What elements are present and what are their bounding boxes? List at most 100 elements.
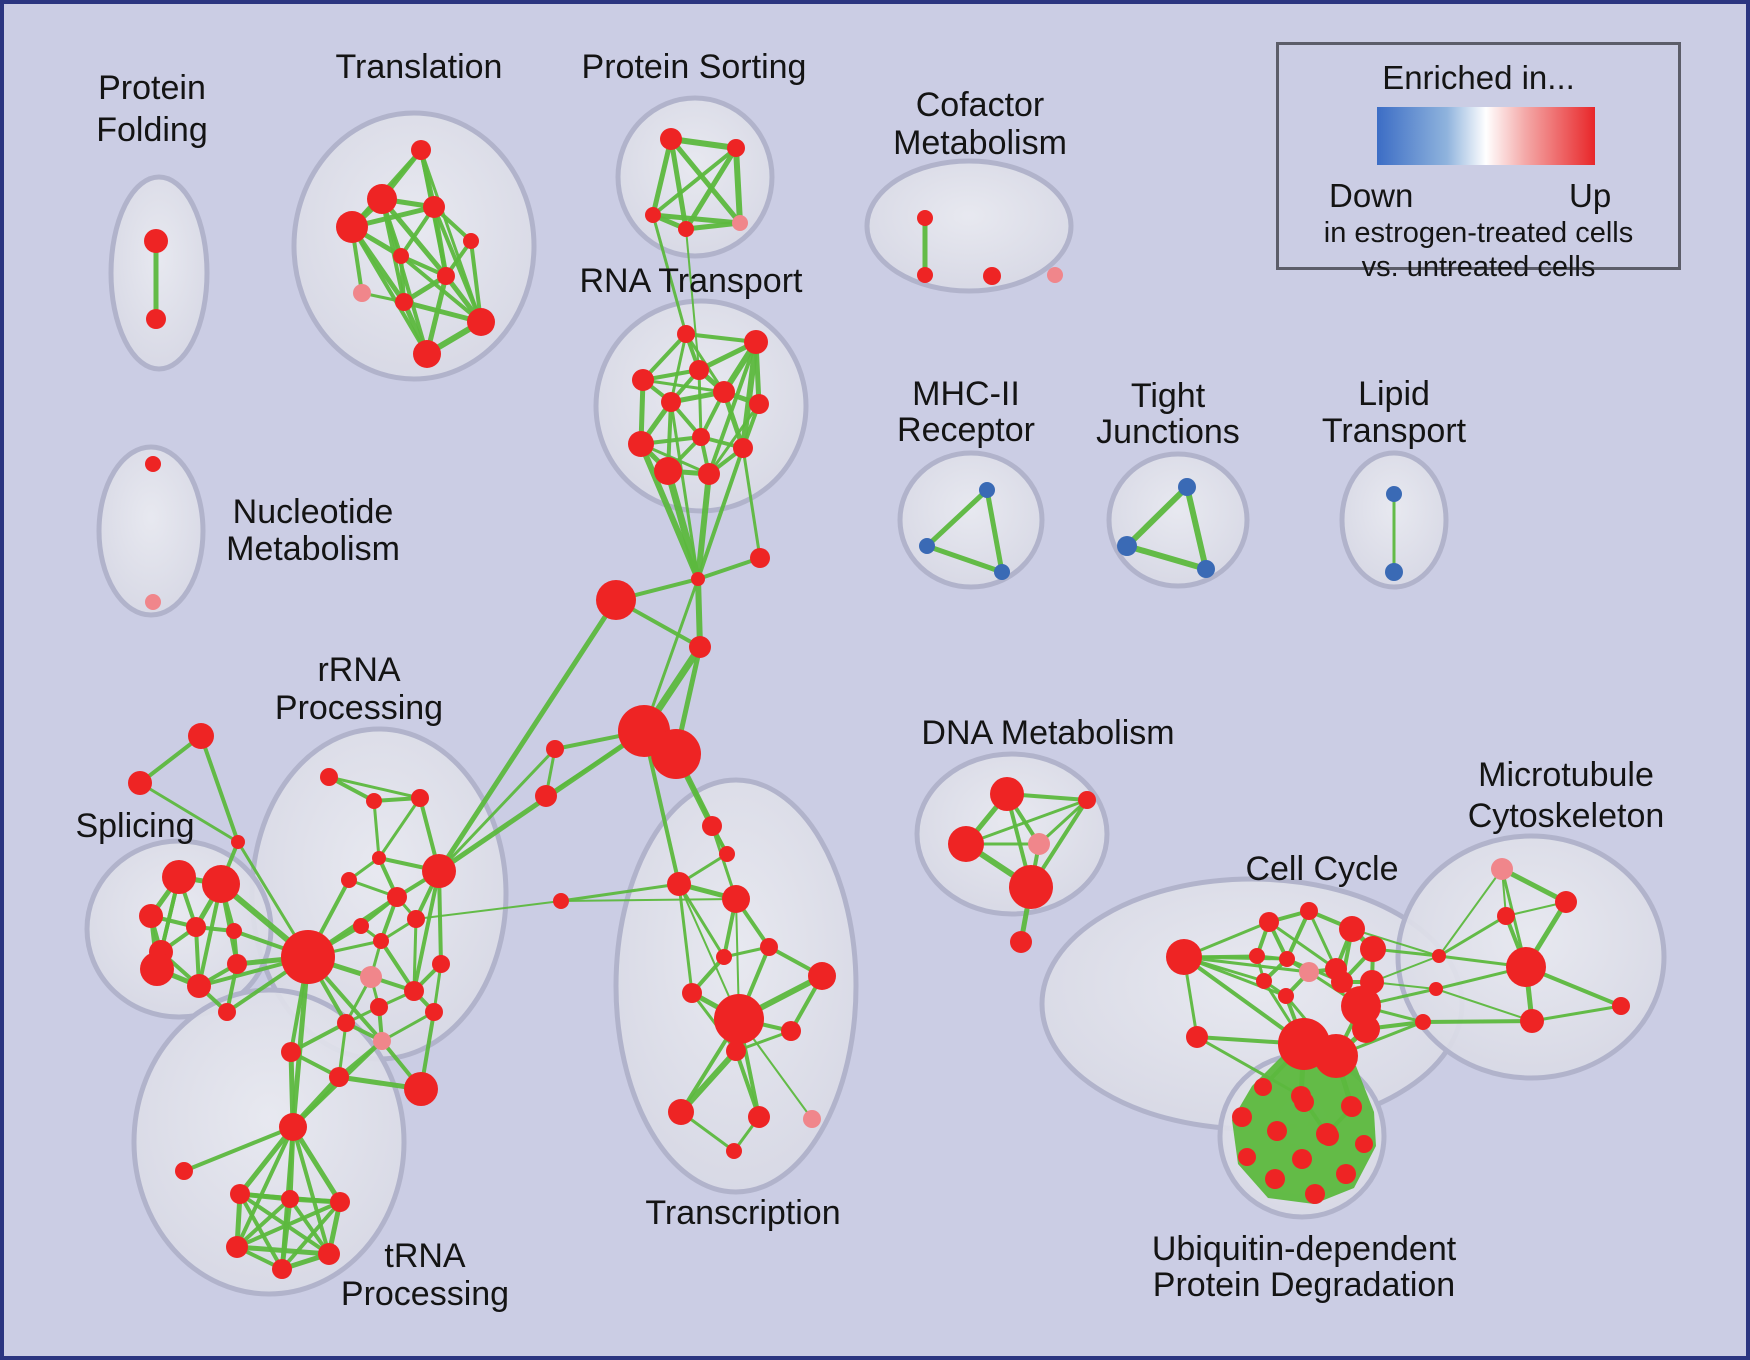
labels-layer: Protein Folding Translation Protein Sorting… [75,48,1664,1313]
edge-hub [696,556,762,581]
gene-set-node-nucleotide [145,594,161,610]
gene-set-node-rrna [353,918,369,934]
edge-splicing_ext [199,734,240,844]
gene-set-node-trna [279,1113,307,1141]
gene-set-node-ubiquitin [1265,1169,1285,1189]
gene-set-node-transcription [726,1041,746,1061]
gene-set-node-ubiquitin [1355,1135,1373,1153]
edge-rrna [377,796,422,860]
edge-protein_sorting [683,145,739,232]
gene-set-node-transcription [667,872,691,896]
cluster-label-mhc: MHC-II Receptor [897,375,1035,449]
edge-rrna [327,775,422,800]
gene-set-node-cofactor [917,210,933,226]
edge-mhc [924,487,990,549]
gene-set-node-trna [175,1162,193,1180]
gene-set-node-trna [230,1184,250,1204]
gene-set-node-tight [1117,536,1137,556]
legend-up-label: Up [1569,177,1612,214]
gene-set-node-splicing [139,904,163,928]
gene-set-node-rna_transport [698,463,720,485]
gene-set-node-cell_cycle [1415,1014,1431,1030]
cluster-label-ubiquitin: Ubiquitin-dependent Protein Degradation [1152,1230,1457,1304]
gene-set-node-splicing [140,952,174,986]
gene-set-node-splicing_ext [188,723,214,749]
gene-set-node-cell_cycle [1300,902,1318,920]
gene-set-node-rrna [407,910,425,928]
link-trna-rrna [290,954,311,1130]
legend-title: Enriched in... [1382,59,1575,96]
gene-set-node-protein_sorting [732,215,748,231]
edge-rna_transport [641,378,726,394]
link-cell_cycle-microtubule [1437,914,1508,958]
gene-set-node-translation [467,308,495,336]
gene-set-node-rrna [370,998,388,1016]
gene-set-node-trna [226,1236,248,1258]
gene-set-node-translation [353,284,371,302]
gene-set-node-rrna [281,930,335,984]
gene-set-node-ubiquitin [1232,1107,1252,1127]
gene-set-node-splicing_ext [128,771,152,795]
cluster-ellipse-protein_folding [108,174,210,372]
cluster-label-rrna: rRNA Processing [275,651,443,727]
gene-set-node-protein_folding [144,229,168,253]
cluster-label-trna: tRNA Processing [341,1237,509,1313]
gene-set-node-splicing [202,865,240,903]
link-rna_transport-hub [741,446,762,560]
gene-set-node-transcription [714,994,764,1044]
edge-microtubule [1499,866,1569,905]
gene-set-node-ubiquitin [1305,1184,1325,1204]
gene-set-node-cell_cycle [1339,916,1365,942]
gene-set-node-rna_transport [677,325,695,343]
gene-set-node-transcription [722,885,750,913]
gene-set-node-translation [367,184,397,214]
gene-set-node-dna [1010,931,1032,953]
edge-rna_transport [697,368,703,439]
edge-hub [642,577,700,733]
gene-set-node-cell_cycle [1279,951,1295,967]
gene-set-node-ubiquitin [1336,1164,1356,1184]
edge-transcription [678,1048,739,1115]
gene-set-node-cell_cycle [1278,988,1294,1004]
cluster-label-cell_cycle: Cell Cycle [1245,850,1398,888]
link-protein_sorting-rna_transport [685,228,700,371]
gene-set-node-rrna [281,1042,301,1062]
gene-set-node-nucleotide [145,456,161,472]
gene-set-node-cell_cycle [1186,1026,1208,1048]
gene-set-node-trna [272,1259,292,1279]
edge-trna [237,1124,296,1197]
gene-set-node-rrna [373,933,389,949]
gene-set-node-rna_transport [692,428,710,446]
gene-set-node-rna_transport [654,457,682,485]
gene-set-node-dna [1078,791,1096,809]
edge-translation [432,205,483,324]
link-rna_transport-hub [696,446,745,581]
gene-set-node-cell_cycle [1256,973,1272,989]
edge-rrna [412,869,441,993]
gene-set-node-translation [411,140,431,160]
edge-cell_cycle [1351,928,1440,957]
edge-cell_cycle [1195,1035,1303,1098]
gene-set-node-mhc [994,564,1010,580]
link-rna_transport-hub [669,400,700,581]
edge-trna [234,1244,332,1257]
gene-set-node-cofactor [917,267,933,283]
gene-set-node-protein_sorting [727,139,745,157]
gene-set-node-cell_cycle [1331,971,1353,993]
cluster-label-dna: DNA Metabolism [921,714,1174,752]
gene-set-node-splicing [186,917,206,937]
edge-trna [238,1192,331,1256]
edge-dna [964,798,1089,846]
gene-set-node-rrna [329,1067,349,1087]
edge-trna [290,1124,343,1205]
edge-trna [235,1125,295,1249]
gene-set-node-rrna [373,1032,391,1050]
gene-set-node-splicing [162,860,196,894]
gene-set-node-hub [546,740,564,758]
network-diagram: Protein Folding Translation Protein Sorting… [75,48,1667,1313]
edge-protein_sorting [651,146,738,217]
gene-set-node-cell_cycle [1299,962,1319,982]
gene-set-node-trna [330,1192,350,1212]
edge-hub [695,576,703,650]
